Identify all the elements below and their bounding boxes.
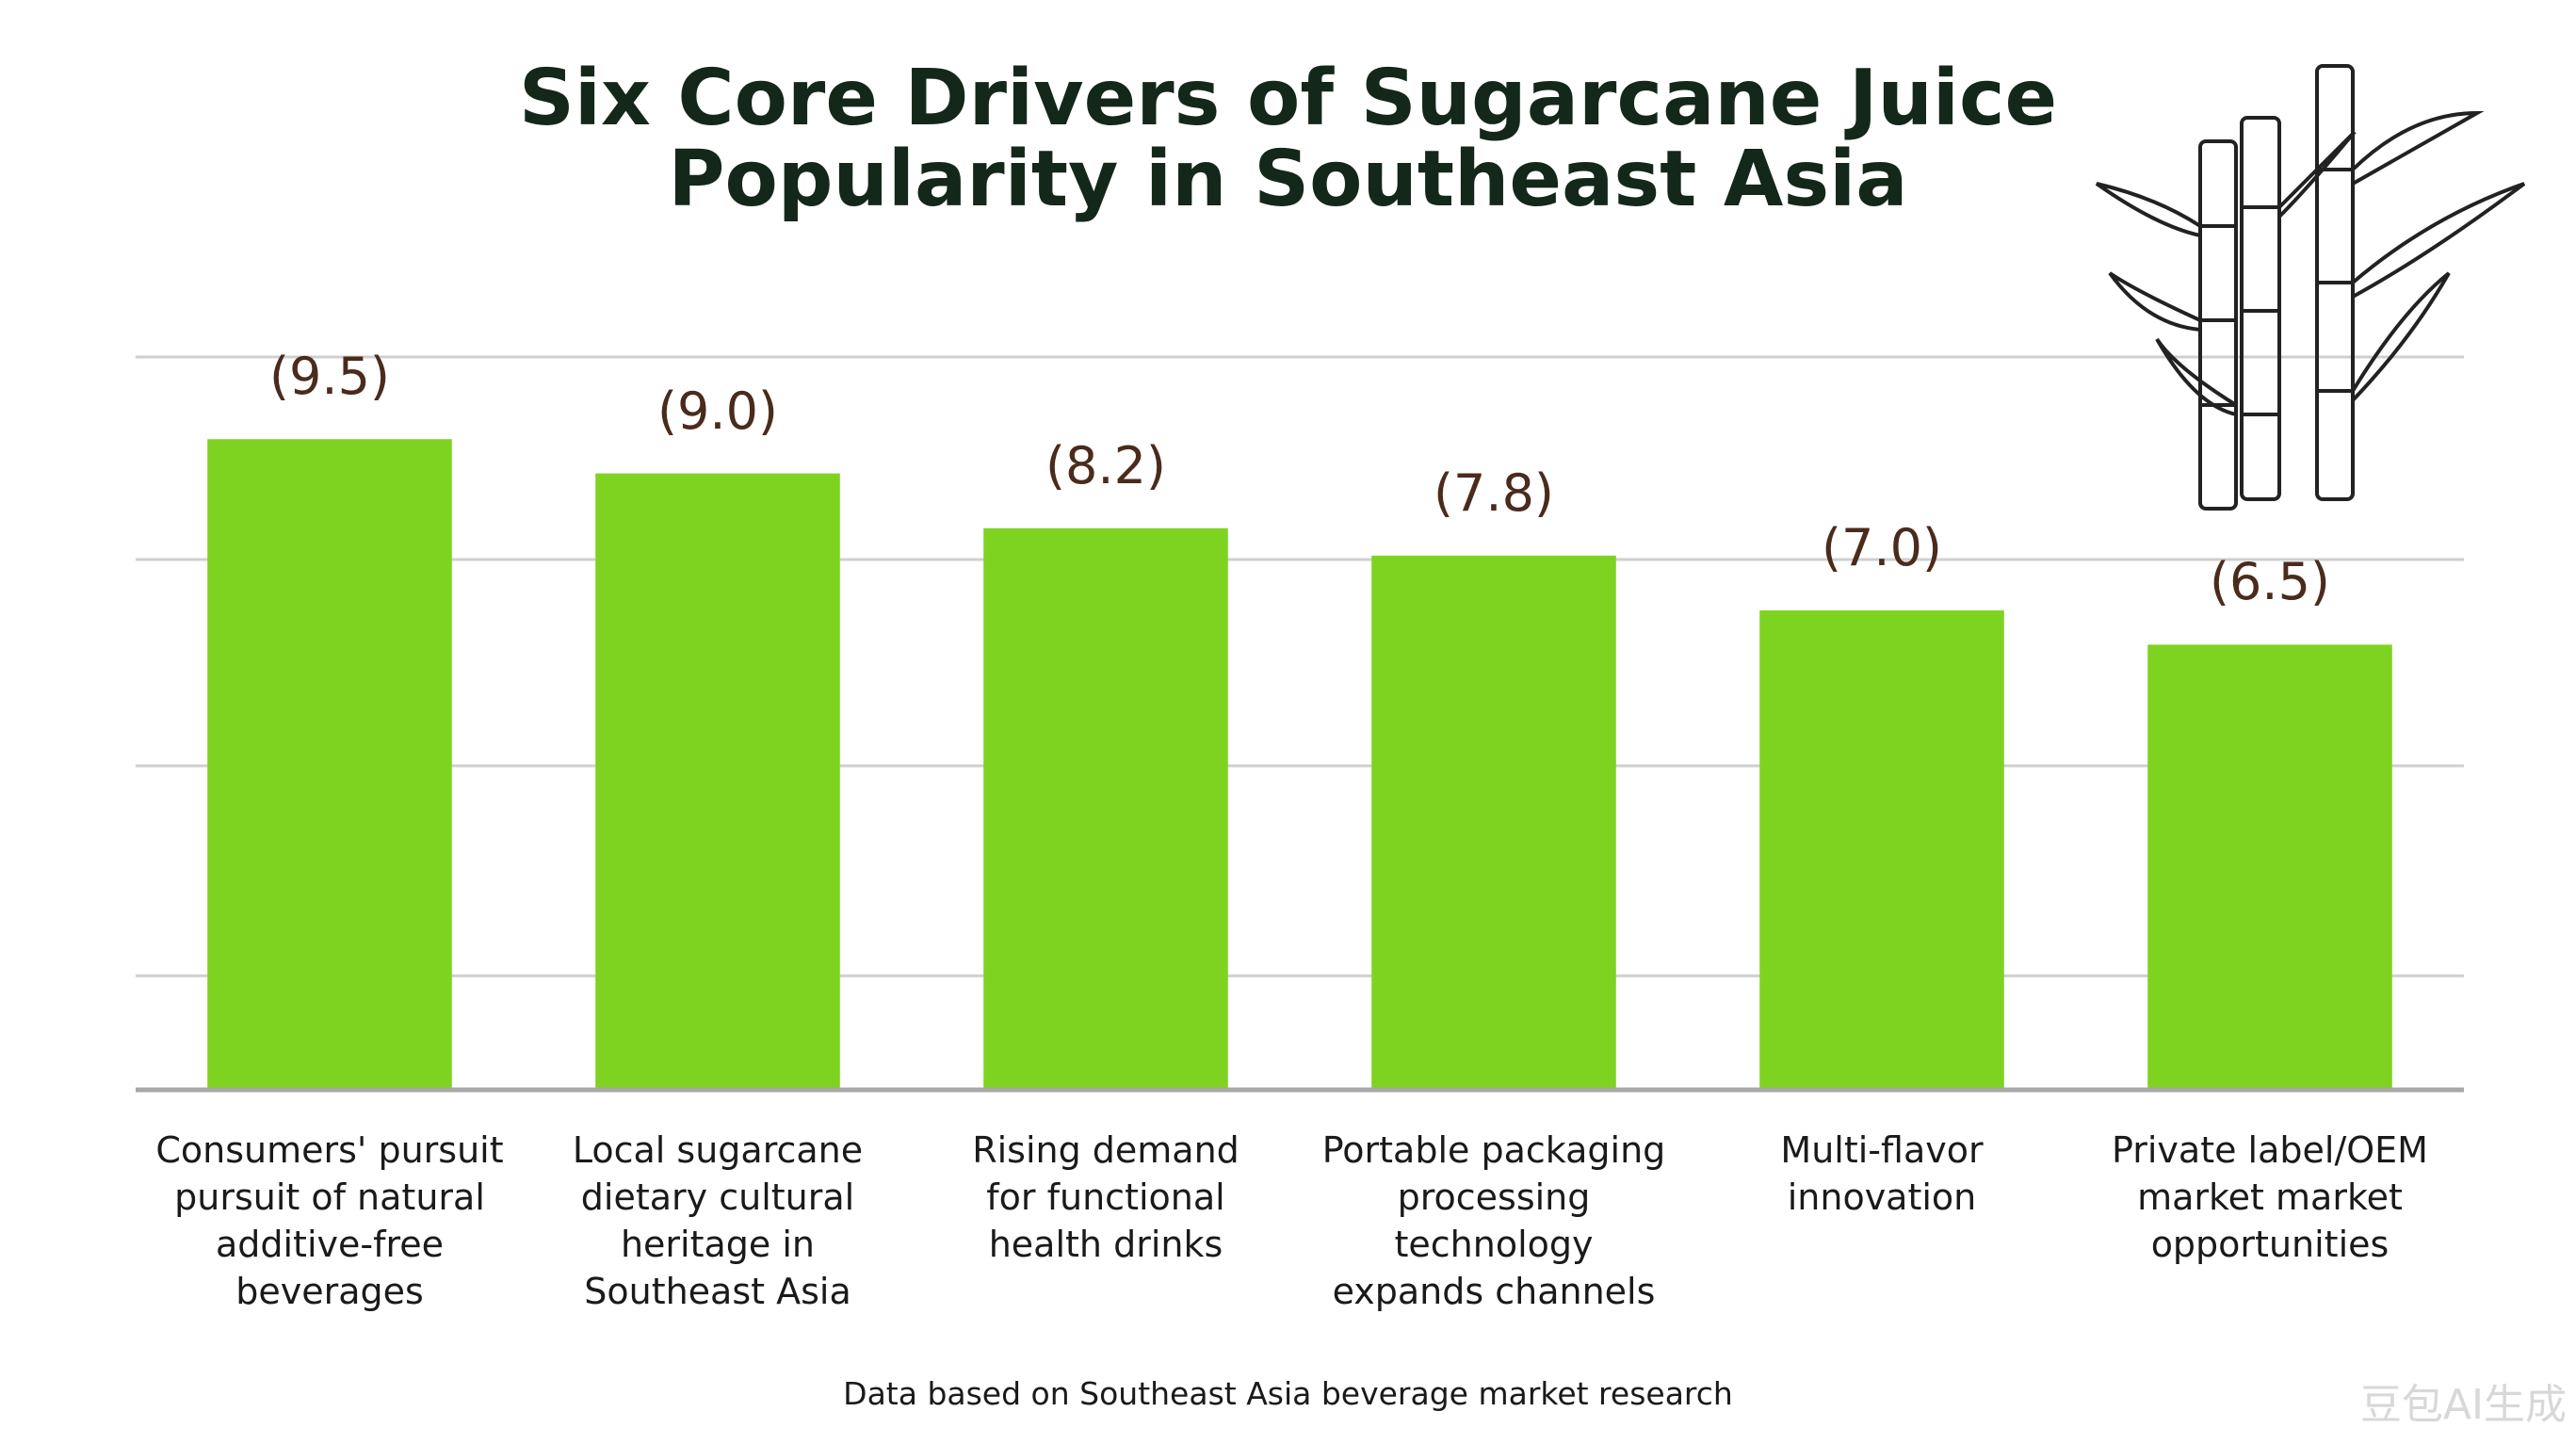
bar (1371, 555, 1616, 1090)
bar (207, 439, 452, 1091)
bar (1759, 610, 2004, 1090)
bars (207, 439, 2392, 1091)
value-label: (9.5) (268, 347, 390, 407)
value-label: (6.5) (2209, 552, 2330, 612)
x-tick-label: Local sugarcane dietary cultural heritag… (572, 1129, 864, 1312)
bar (2147, 644, 2392, 1090)
bar (595, 473, 840, 1090)
source-note: Data based on Southeast Asia beverage ma… (843, 1375, 1733, 1412)
gridlines (136, 355, 2464, 978)
x-tick-label: Consumers' pursuit pursuit of natural ad… (155, 1129, 504, 1312)
x-tick-label: Multi-flavor innovation (1780, 1129, 1984, 1218)
value-label: (8.2) (1045, 435, 1166, 495)
chart-title: Six Core Drivers of Sugarcane Juice Popu… (518, 54, 2058, 224)
bar (983, 527, 1228, 1090)
x-tick-label: Rising demand for functional health drin… (972, 1129, 1239, 1265)
x-tick-label: Private label/OEM market market opportun… (2112, 1129, 2428, 1265)
bamboo-illustration (2095, 64, 2526, 511)
value-label: (9.0) (656, 381, 778, 441)
x-tick-label: Portable packaging processing technology… (1321, 1129, 1666, 1312)
value-label: (7.0) (1821, 518, 1942, 578)
watermark: 豆包AI生成 (2359, 1381, 2567, 1429)
value-label: (7.8) (1433, 462, 1554, 523)
